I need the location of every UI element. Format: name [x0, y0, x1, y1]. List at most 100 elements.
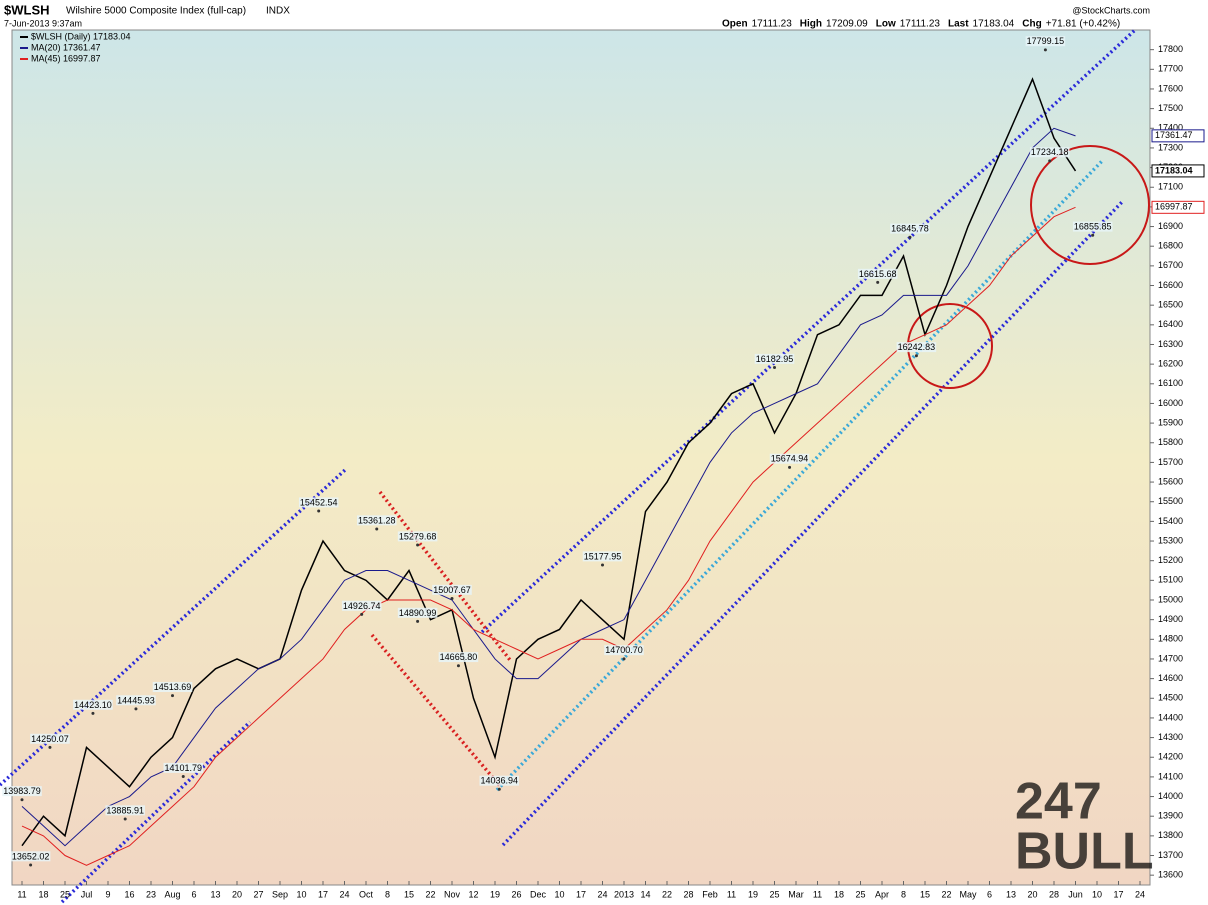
plot-area [11, 29, 1151, 886]
last-value-label: 16997.87 [1155, 202, 1193, 212]
x-tick-label: 24 [597, 889, 607, 899]
x-tick-label: 25 [60, 889, 70, 899]
annotation-label: 16182.95 [756, 354, 794, 364]
annotation-bg [857, 268, 898, 279]
x-tick-label: Oct [359, 889, 374, 899]
annotation-point [456, 664, 460, 668]
annotation-bg [1072, 221, 1113, 232]
annotation-label: 14700.70 [605, 645, 643, 655]
y-tick-label: 14900 [1158, 614, 1183, 624]
x-tick-label: 16 [124, 889, 134, 899]
annotation-bg [432, 584, 472, 595]
annotation-label: 16845.78 [891, 224, 929, 234]
annotation-label: 14423.10 [74, 700, 112, 710]
annotation-label: 16242.83 [898, 342, 936, 352]
y-tick-label: 15400 [1158, 516, 1183, 526]
annotation-label: 13983.79 [3, 786, 41, 796]
x-tick-label: 11 [727, 889, 736, 899]
annotation-label: 15674.94 [771, 454, 809, 464]
y-tick-label: 17100 [1158, 182, 1183, 192]
x-tick-label: 12 [468, 889, 478, 899]
x-tick-label: 17 [576, 889, 586, 899]
annotation-bg [397, 607, 438, 618]
x-tick-label: Feb [702, 889, 718, 899]
annotation-point [1091, 233, 1095, 237]
title: Wilshire 5000 Composite Index (full-cap) [66, 6, 246, 17]
annotation-point [134, 707, 138, 711]
y-tick-label: 17800 [1158, 44, 1183, 54]
stat-value: 17209.09 [826, 19, 868, 30]
y-tick-label: 17400 [1158, 123, 1183, 133]
legend-entry: MA(20) 17361.47 [31, 42, 101, 52]
annotation-point [123, 817, 127, 821]
annotation-bg [397, 531, 438, 542]
x-tick-label: 8 [385, 889, 390, 899]
trend-channels [0, 28, 1137, 904]
annotation-label: 14036.94 [481, 776, 519, 786]
y-tick-label: 14400 [1158, 712, 1183, 722]
annotation-point [497, 787, 501, 791]
annotation-point [914, 354, 918, 358]
annotation-label: 14665.80 [440, 652, 478, 662]
y-tick-label: 16100 [1158, 378, 1183, 388]
annotation-bg [890, 223, 930, 234]
annotation-label: 15452.54 [300, 497, 338, 507]
x-tick-label: 28 [1049, 889, 1059, 899]
x-tick-label: 19 [748, 889, 758, 899]
x-tick-label: 11 [17, 889, 26, 899]
annotation-point [1048, 159, 1052, 163]
y-tick-label: 17600 [1158, 83, 1183, 93]
x-tick-label: 27 [253, 889, 263, 899]
annotation-bg [769, 453, 810, 464]
x-tick-label: Apr [875, 889, 889, 899]
annotation-label: 15361.28 [358, 515, 396, 525]
x-tick-label: Mar [788, 889, 804, 899]
y-tick-label: 15800 [1158, 437, 1183, 447]
annotation-bg [754, 353, 795, 364]
x-tick-label: 22 [941, 889, 951, 899]
y-tick-label: 15900 [1158, 417, 1183, 427]
x-tick-label: 15 [920, 889, 930, 899]
annotation-bg [1029, 147, 1070, 158]
stat-value: 17111.23 [900, 19, 941, 30]
annotation-bg [582, 551, 623, 562]
annotation-point [622, 657, 626, 661]
x-tick-label: 6 [191, 889, 196, 899]
y-tick-label: 15500 [1158, 496, 1183, 506]
annotation-bg [163, 762, 204, 773]
annotation-bg [152, 681, 193, 692]
annotation-label: 16615.68 [859, 269, 897, 279]
x-tick-label: 20 [232, 889, 242, 899]
x-tick-label: Jun [1068, 889, 1083, 899]
annotation-label: 14890.99 [399, 608, 437, 618]
annotation-point [29, 863, 33, 867]
x-tick-label: 10 [554, 889, 564, 899]
highlight-circle [1030, 145, 1150, 265]
annotation-point [360, 612, 364, 616]
y-tick-label: 14500 [1158, 693, 1183, 703]
stat-value: 17183.04 [973, 19, 1015, 30]
annotation-bg [2, 786, 42, 797]
x-tick-label: 26 [511, 889, 521, 899]
legend-entry: $WLSH (Daily) 17183.04 [31, 31, 131, 41]
y-tick-label: 16400 [1158, 319, 1183, 329]
y-tick-label: 15600 [1158, 476, 1183, 486]
x-tick-label: Jul [81, 889, 93, 899]
last-value-box [1151, 200, 1205, 214]
annotation-point [20, 798, 24, 802]
annotation-bg [73, 699, 113, 710]
annotation-label: 14513.69 [154, 682, 192, 692]
last-value-label: 17183.04 [1155, 165, 1193, 175]
y-tick-label: 16300 [1158, 339, 1183, 349]
annotation-point [876, 280, 880, 284]
stat-label: Last [948, 19, 969, 30]
annotation-bg [356, 515, 397, 526]
y-tick-label: 13900 [1158, 811, 1183, 821]
x-tick-label: 14 [640, 889, 650, 899]
date: 7-Jun-2013 9:37am [4, 18, 82, 28]
last-value-label: 17361.47 [1155, 130, 1193, 140]
annotation-bg [298, 497, 339, 508]
x-tick-label: 13 [1006, 889, 1016, 899]
stat-value: 17111.23 [752, 19, 793, 30]
x-tick-label: 28 [683, 889, 693, 899]
